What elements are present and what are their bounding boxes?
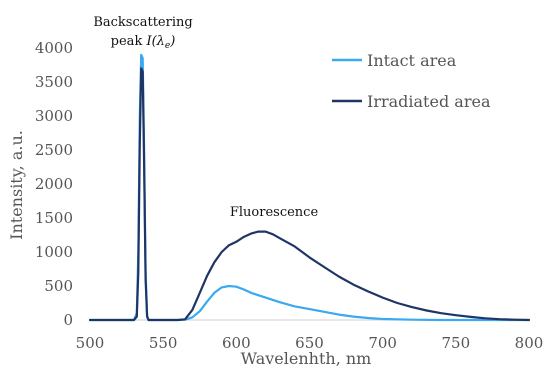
x-tick-label: 700: [368, 334, 397, 352]
x-axis: 500 550 600 650 700 750 800: [76, 319, 544, 352]
x-tick-label: 750: [442, 334, 471, 352]
plot-area: [88, 53, 531, 322]
x-tick-label: 550: [149, 334, 178, 352]
x-axis-title: Wavelenhth, nm: [241, 349, 372, 368]
y-tick-label: 2500: [35, 141, 73, 159]
x-tick-label: 600: [222, 334, 251, 352]
annotation-peak-symbol: (λ: [152, 34, 165, 49]
legend: Intact area Irradiated area: [332, 51, 491, 111]
y-tick-label: 2000: [35, 175, 73, 193]
annotation-peak-word: peak: [111, 34, 147, 49]
annotation-peak-subscript: e: [165, 41, 170, 51]
legend-label-intact: Intact area: [367, 51, 457, 70]
x-tick-label: 800: [515, 334, 544, 352]
x-tick-label: 650: [295, 334, 324, 352]
y-tick-label: 4000: [35, 39, 73, 57]
annotation-backscattering-line2: peak I(λe): [111, 34, 176, 51]
annotation-fluorescence: Fluorescence: [230, 205, 319, 220]
annotation-peak-func: I: [145, 34, 152, 49]
y-tick-label: 0: [63, 311, 73, 329]
annotation-backscattering-line1: Backscattering: [93, 15, 192, 30]
annotation-peak-close: ): [169, 34, 175, 49]
series-line-irradiated: [88, 67, 531, 322]
y-axis: 0 500 1000 1500 2000 2500 3000 3500 4000: [35, 39, 73, 329]
y-tick-label: 500: [44, 277, 73, 295]
series-line-intact: [88, 53, 531, 322]
legend-label-irradiated: Irradiated area: [367, 92, 491, 111]
y-tick-label: 3500: [35, 73, 73, 91]
y-axis-title: Intensity, a.u.: [7, 130, 26, 240]
y-tick-label: 3000: [35, 107, 73, 125]
x-tick-label: 500: [76, 334, 105, 352]
y-tick-label: 1000: [35, 243, 73, 261]
y-tick-label: 1500: [35, 209, 73, 227]
